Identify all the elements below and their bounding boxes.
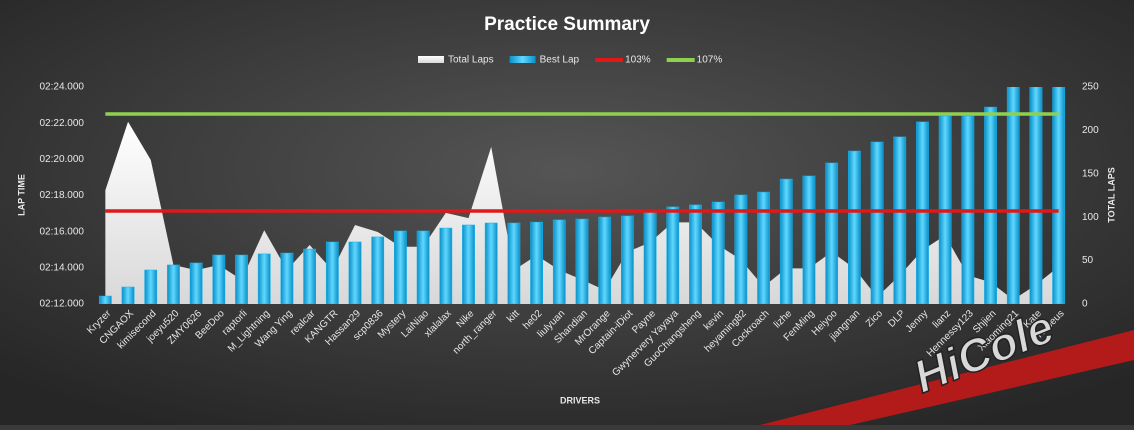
best-lap-bar bbox=[530, 221, 543, 304]
best-lap-bar bbox=[916, 121, 929, 304]
best-lap-bar bbox=[552, 219, 566, 304]
best-lap-bar bbox=[189, 262, 203, 304]
best-lap-bar bbox=[1029, 87, 1043, 304]
best-lap-bar bbox=[484, 222, 498, 304]
best-lap-bar bbox=[303, 248, 317, 304]
y-tick-label: 02:16.000 bbox=[40, 226, 85, 237]
best-lap-bar bbox=[212, 254, 226, 304]
legend-swatch bbox=[418, 56, 444, 63]
y-tick-label: 02:14.000 bbox=[40, 262, 85, 273]
best-lap-bar bbox=[575, 218, 589, 304]
best-lap-bar bbox=[847, 150, 861, 304]
legend-swatch bbox=[509, 56, 536, 63]
best-lap-bar bbox=[121, 286, 135, 304]
x-axis-title: DRIVERS bbox=[560, 395, 600, 405]
y2-tick-label: 150 bbox=[1082, 168, 1099, 179]
best-lap-bar bbox=[711, 201, 725, 304]
total-laps-area bbox=[105, 121, 1059, 304]
y2-tick-label: 50 bbox=[1082, 255, 1094, 266]
legend-label: 107% bbox=[697, 55, 723, 66]
best-lap-bar bbox=[439, 227, 453, 304]
best-lap-bar bbox=[734, 194, 748, 304]
best-lap-bar bbox=[235, 254, 248, 304]
y-tick-label: 02:22.000 bbox=[40, 118, 85, 129]
best-lap-bar bbox=[416, 230, 430, 304]
best-lap-bar bbox=[394, 230, 407, 304]
y2-tick-label: 250 bbox=[1082, 82, 1099, 93]
best-lap-bar bbox=[689, 204, 702, 304]
best-lap-bar bbox=[507, 222, 521, 304]
y-tick-label: 02:24.000 bbox=[40, 82, 85, 93]
best-lap-bar bbox=[257, 253, 271, 304]
y2-tick-label: 0 bbox=[1082, 299, 1088, 310]
best-lap-bar bbox=[825, 162, 839, 304]
y2-tick-label: 100 bbox=[1082, 212, 1099, 223]
best-lap-bar bbox=[893, 136, 907, 304]
best-lap-bar bbox=[802, 175, 816, 304]
legend-label: Total Laps bbox=[448, 55, 494, 66]
best-lap-bar bbox=[167, 264, 180, 304]
best-lap-bar bbox=[144, 269, 158, 304]
legend-label: Best Lap bbox=[540, 55, 580, 66]
best-lap-bar bbox=[371, 236, 385, 304]
best-lap-bar bbox=[462, 224, 475, 304]
best-lap-bar bbox=[1006, 87, 1020, 304]
best-lap-bar bbox=[598, 216, 612, 304]
plot bbox=[98, 87, 1066, 304]
best-lap-bar bbox=[643, 211, 657, 304]
best-lap-bar bbox=[1052, 87, 1066, 304]
y2-tick-label: 200 bbox=[1082, 125, 1099, 136]
y-axis-title: LAP TIME bbox=[16, 174, 26, 216]
best-lap-bar bbox=[666, 206, 680, 304]
best-lap-bar bbox=[348, 241, 362, 304]
best-lap-bar bbox=[621, 215, 634, 304]
legend-swatch bbox=[595, 58, 624, 62]
legend-label: 103% bbox=[625, 55, 651, 66]
y-tick-label: 02:12.000 bbox=[40, 299, 85, 310]
best-lap-bar bbox=[870, 141, 884, 304]
y2-axis-title: TOTAL LAPS bbox=[1106, 167, 1116, 223]
best-lap-bar bbox=[779, 178, 793, 304]
logo-stripe bbox=[760, 330, 1134, 425]
best-lap-bar bbox=[325, 241, 339, 304]
legend-swatch bbox=[666, 58, 695, 62]
best-lap-bar bbox=[984, 106, 997, 304]
y-tick-label: 02:20.000 bbox=[40, 154, 85, 165]
best-lap-bar bbox=[280, 252, 294, 304]
chart-title: Practice Summary bbox=[484, 14, 650, 35]
best-lap-bar bbox=[757, 191, 770, 304]
best-lap-bar bbox=[98, 295, 112, 304]
y-tick-label: 02:18.000 bbox=[40, 190, 85, 201]
